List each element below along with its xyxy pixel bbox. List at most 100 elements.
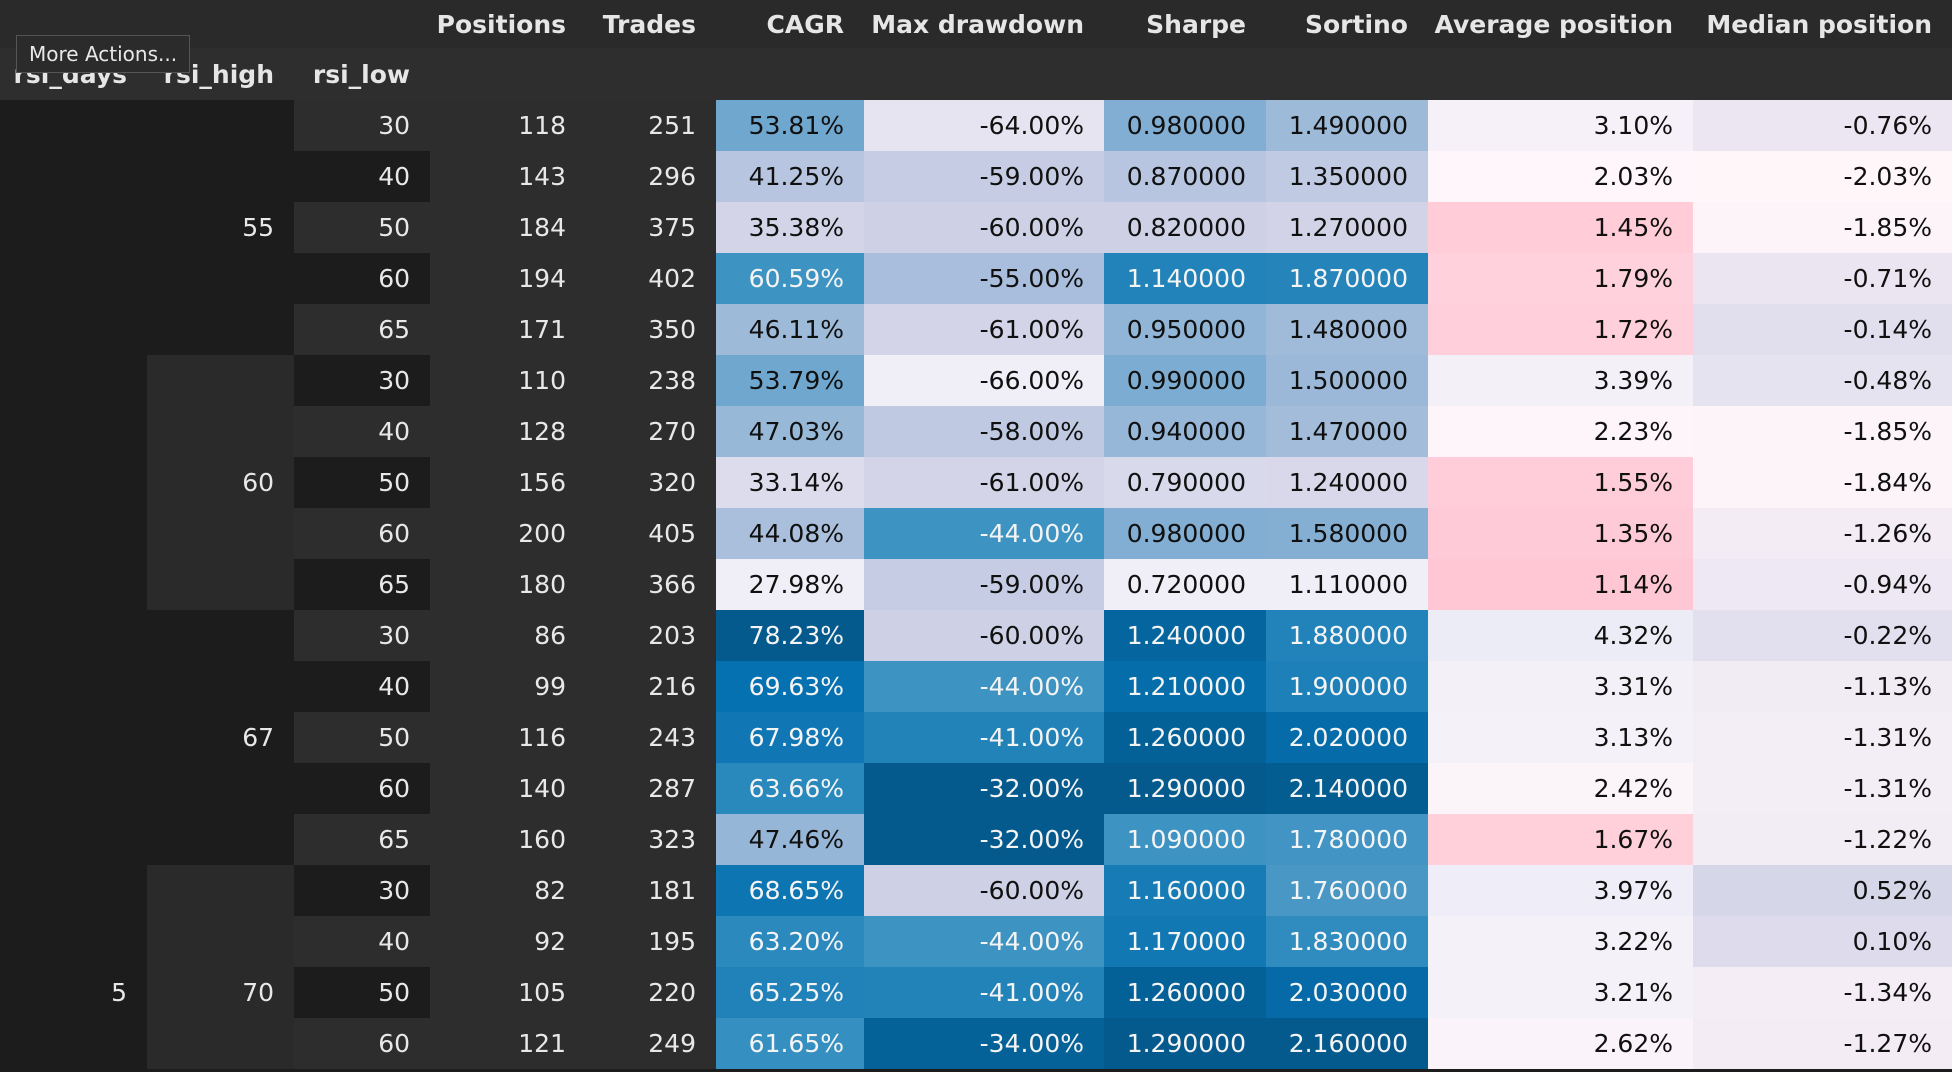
sharpe-cell: 0.990000 <box>1104 355 1266 406</box>
max-drawdown-cell: -66.00% <box>864 355 1104 406</box>
sharpe-cell: 1.140000 <box>1104 253 1266 304</box>
sharpe-cell: 1.290000 <box>1104 763 1266 814</box>
table-row: 30 110 238 53.79% -66.00% 0.990000 1.500000 3.3… <box>0 355 1952 406</box>
positions-cell: 171 <box>430 304 586 355</box>
average-position-cell: 3.97% <box>1428 865 1693 916</box>
rsi-low-cell: 40 <box>294 916 430 967</box>
col-header-average-position[interactable]: Average position <box>1428 0 1693 48</box>
col-header-sortino[interactable]: Sortino <box>1266 0 1428 48</box>
rsi-high-cell <box>147 916 294 967</box>
rsi-low-cell: 50 <box>294 457 430 508</box>
rsi-days-cell: 5 <box>0 967 147 1018</box>
cagr-cell: 35.38% <box>716 202 864 253</box>
average-position-cell: 1.45% <box>1428 202 1693 253</box>
rsi-high-cell <box>147 151 294 202</box>
rsi-high-cell <box>147 763 294 814</box>
col-header-trades[interactable]: Trades <box>586 0 716 48</box>
sharpe-cell: 1.170000 <box>1104 916 1266 967</box>
average-position-cell: 3.10% <box>1428 100 1693 151</box>
positions-cell: 180 <box>430 559 586 610</box>
rsi-high-cell <box>147 1018 294 1069</box>
cagr-cell: 53.79% <box>716 355 864 406</box>
rsi-low-cell: 30 <box>294 610 430 661</box>
median-position-cell: -1.85% <box>1693 202 1952 253</box>
rsi-high-cell <box>147 610 294 661</box>
sortino-cell: 1.900000 <box>1266 661 1428 712</box>
max-drawdown-cell: -32.00% <box>864 814 1104 865</box>
cagr-cell: 44.08% <box>716 508 864 559</box>
col-header-positions[interactable]: Positions <box>430 0 586 48</box>
index-header-blank <box>294 0 430 48</box>
sharpe-cell: 1.240000 <box>1104 610 1266 661</box>
table-row: 30 118 251 53.81% -64.00% 0.980000 1.490000 3.1… <box>0 100 1952 151</box>
trades-cell: 243 <box>586 712 716 763</box>
index-header-rsi-low[interactable]: rsi_low <box>294 48 430 100</box>
rsi-days-cell <box>0 916 147 967</box>
cagr-cell: 46.11% <box>716 304 864 355</box>
positions-cell: 82 <box>430 865 586 916</box>
sharpe-cell: 0.720000 <box>1104 559 1266 610</box>
trades-cell: 270 <box>586 406 716 457</box>
rsi-low-cell: 50 <box>294 712 430 763</box>
trades-cell: 287 <box>586 763 716 814</box>
max-drawdown-cell: -64.00% <box>864 100 1104 151</box>
average-position-cell: 2.03% <box>1428 151 1693 202</box>
table-row: 67 50 116 243 67.98% -41.00% 1.260000 2.020000 3… <box>0 712 1952 763</box>
positions-cell: 194 <box>430 253 586 304</box>
rsi-high-cell <box>147 559 294 610</box>
cagr-cell: 47.46% <box>716 814 864 865</box>
col-header-sharpe[interactable]: Sharpe <box>1104 0 1266 48</box>
table-row: 55 50 184 375 35.38% -60.00% 0.820000 1.270000 1… <box>0 202 1952 253</box>
rsi-low-cell: 40 <box>294 406 430 457</box>
average-position-cell: 1.67% <box>1428 814 1693 865</box>
median-position-cell: -0.94% <box>1693 559 1952 610</box>
average-position-cell: 3.39% <box>1428 355 1693 406</box>
positions-cell: 86 <box>430 610 586 661</box>
median-position-cell: 0.10% <box>1693 916 1952 967</box>
rsi-high-cell <box>147 253 294 304</box>
sharpe-cell: 0.820000 <box>1104 202 1266 253</box>
cagr-cell: 69.63% <box>716 661 864 712</box>
positions-cell: 118 <box>430 100 586 151</box>
sortino-cell: 2.140000 <box>1266 763 1428 814</box>
median-position-cell: -1.84% <box>1693 457 1952 508</box>
rsi-low-cell: 60 <box>294 1018 430 1069</box>
sortino-cell: 1.880000 <box>1266 610 1428 661</box>
average-position-cell: 3.13% <box>1428 712 1693 763</box>
max-drawdown-cell: -61.00% <box>864 457 1104 508</box>
average-position-cell: 3.21% <box>1428 967 1693 1018</box>
more-actions-tooltip: More Actions... <box>16 35 191 73</box>
trades-cell: 405 <box>586 508 716 559</box>
trades-cell: 323 <box>586 814 716 865</box>
sortino-cell: 2.020000 <box>1266 712 1428 763</box>
median-position-cell: -0.22% <box>1693 610 1952 661</box>
table-row: 60 121 249 61.65% -34.00% 1.290000 2.160000 2.6… <box>0 1018 1952 1069</box>
sharpe-cell: 1.290000 <box>1104 1018 1266 1069</box>
sortino-cell: 1.870000 <box>1266 253 1428 304</box>
rsi-high-cell <box>147 814 294 865</box>
table-row: 60 200 405 44.08% -44.00% 0.980000 1.580000 1.3… <box>0 508 1952 559</box>
trades-cell: 366 <box>586 559 716 610</box>
rsi-days-cell <box>0 457 147 508</box>
table-row: 60 140 287 63.66% -32.00% 1.290000 2.140000 2.4… <box>0 763 1952 814</box>
sortino-cell: 1.350000 <box>1266 151 1428 202</box>
trades-cell: 238 <box>586 355 716 406</box>
rsi-days-cell <box>0 559 147 610</box>
median-position-cell: -0.76% <box>1693 100 1952 151</box>
rsi-high-cell <box>147 100 294 151</box>
rsi-low-cell: 30 <box>294 100 430 151</box>
sortino-cell: 1.580000 <box>1266 508 1428 559</box>
col-header-cagr[interactable]: CAGR <box>716 0 864 48</box>
max-drawdown-cell: -41.00% <box>864 967 1104 1018</box>
positions-cell: 140 <box>430 763 586 814</box>
col-header-max-drawdown[interactable]: Max drawdown <box>864 0 1104 48</box>
average-position-cell: 2.42% <box>1428 763 1693 814</box>
rsi-days-cell <box>0 406 147 457</box>
rsi-days-cell <box>0 1018 147 1069</box>
col-header-median-position[interactable]: Median position <box>1693 0 1952 48</box>
sortino-cell: 1.470000 <box>1266 406 1428 457</box>
positions-cell: 116 <box>430 712 586 763</box>
table-row: 60 194 402 60.59% -55.00% 1.140000 1.870000 1.7… <box>0 253 1952 304</box>
rsi-low-cell: 65 <box>294 814 430 865</box>
